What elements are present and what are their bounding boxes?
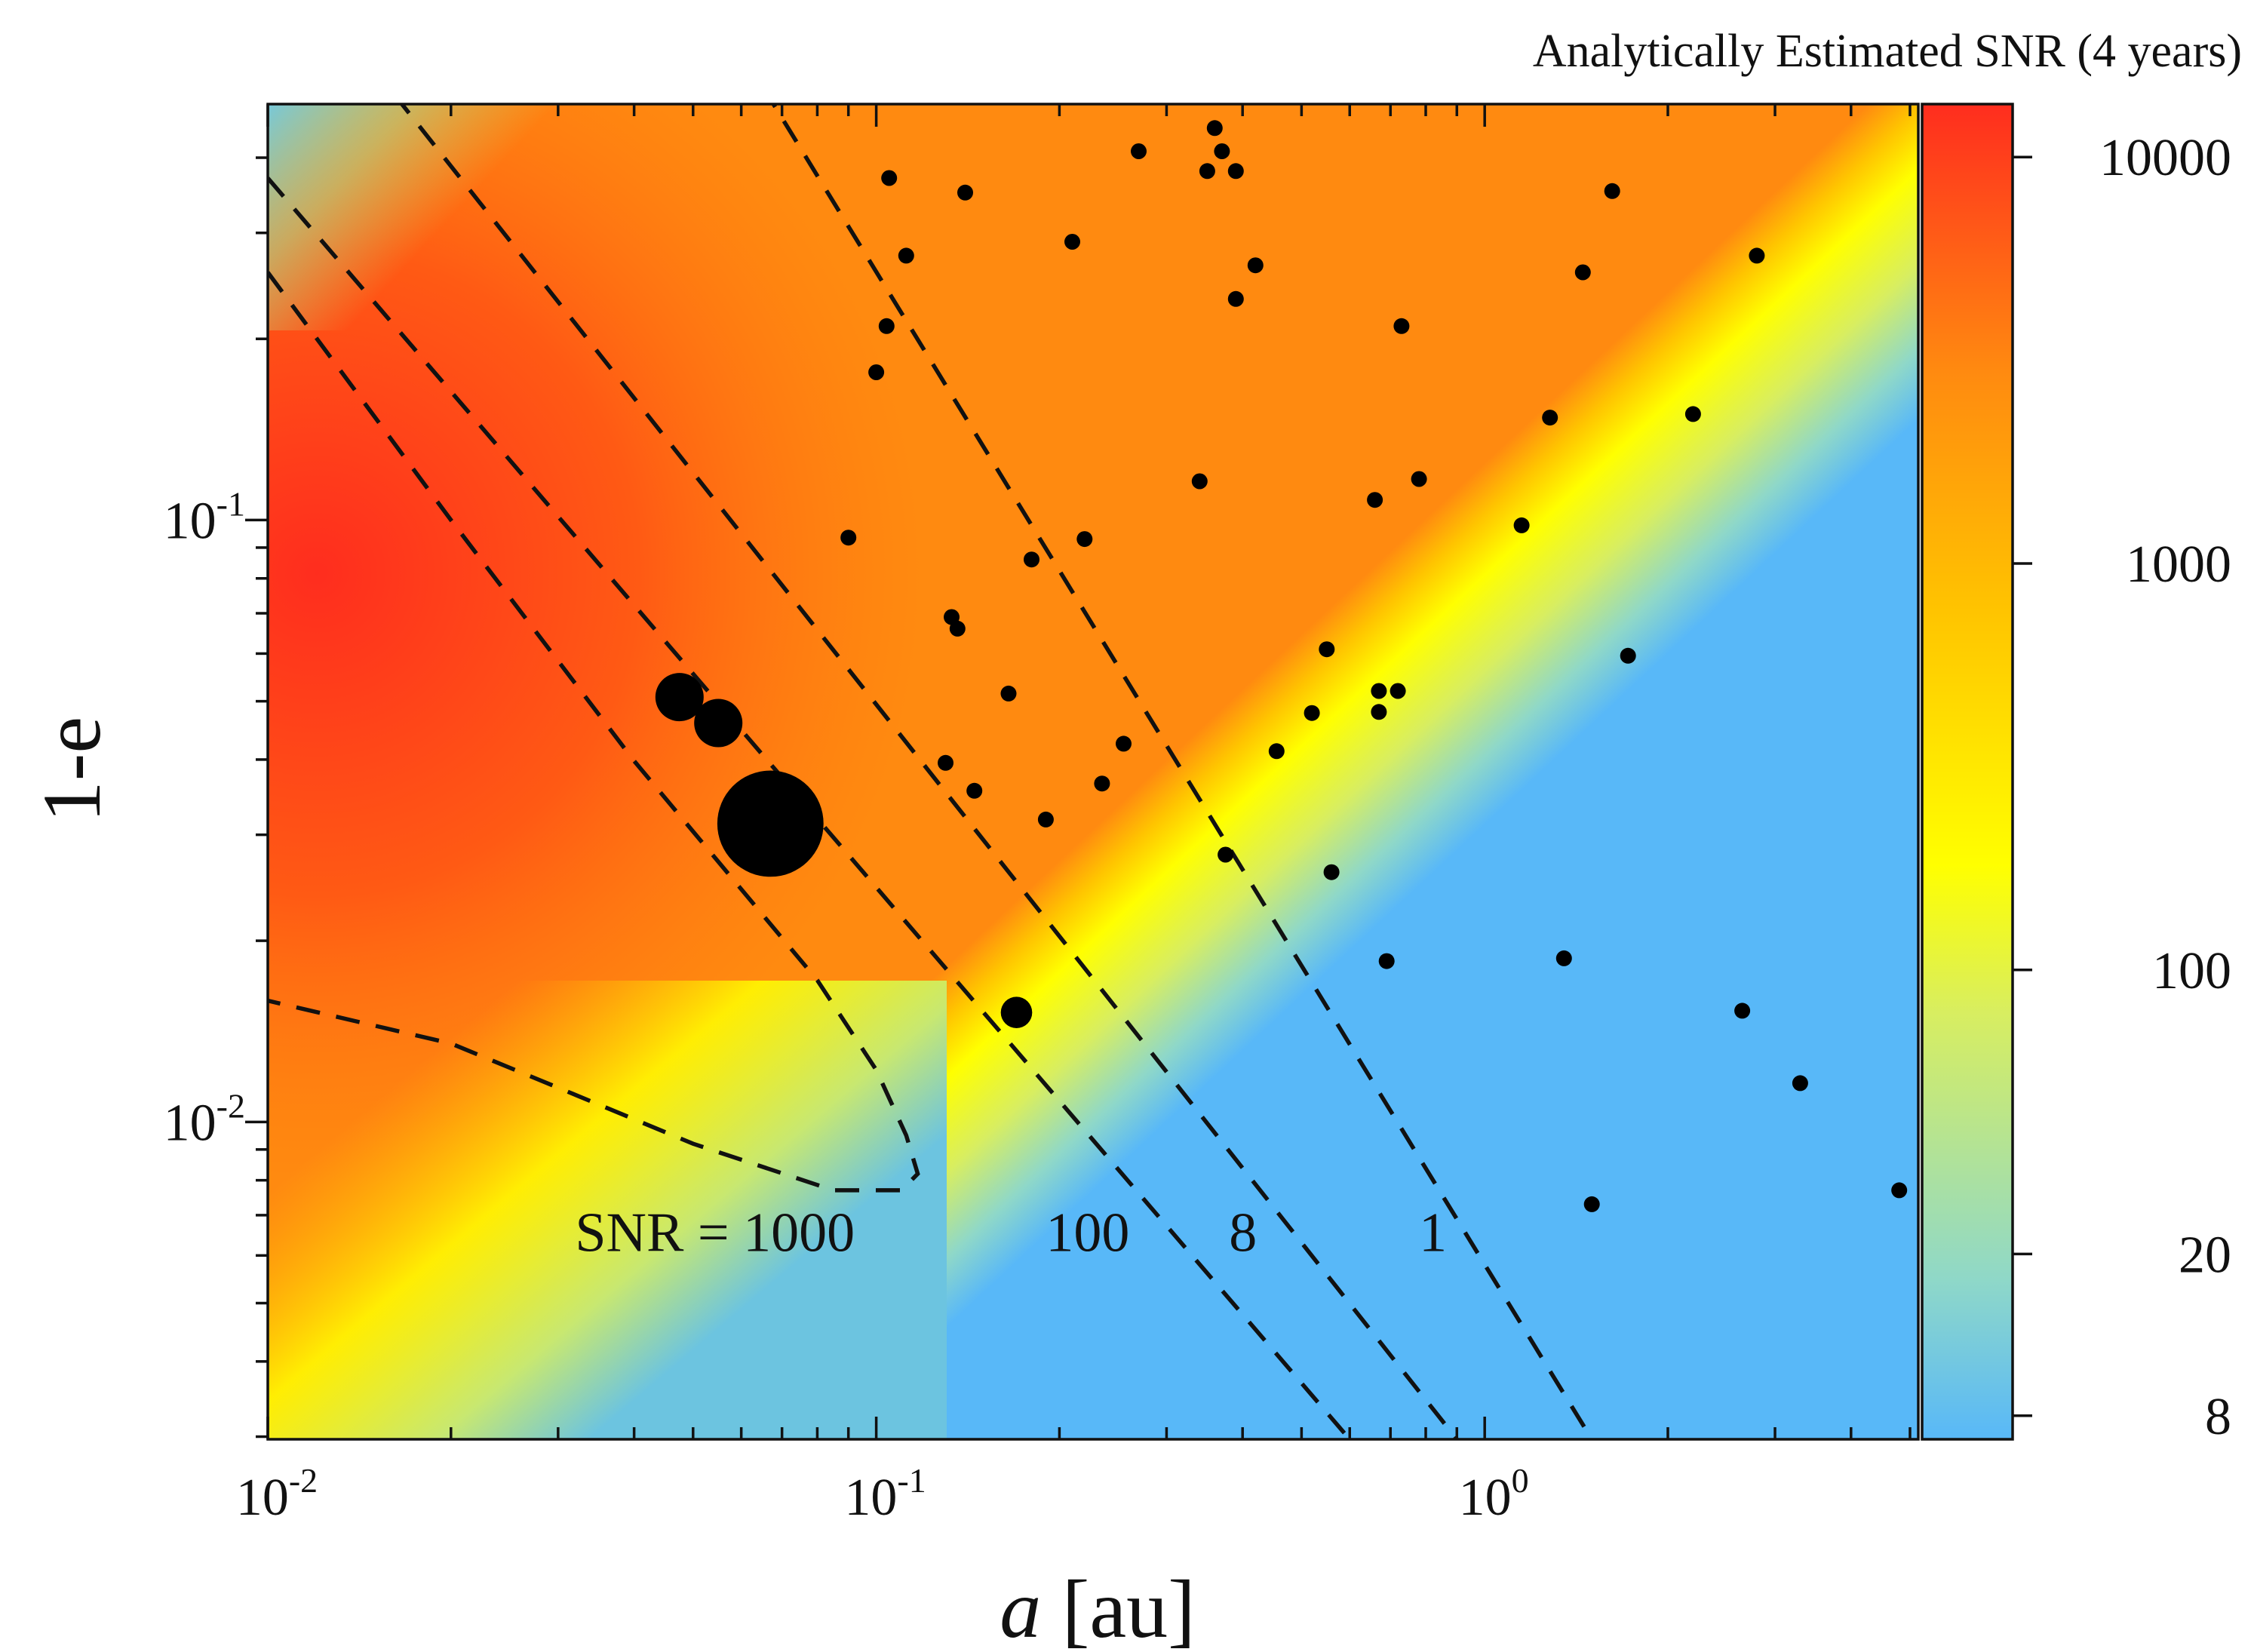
colorbar-tick-label: 8 bbox=[2205, 1388, 2231, 1446]
planet-point bbox=[1000, 685, 1017, 702]
contour-label-100: 100 bbox=[1046, 1202, 1129, 1264]
colorbar-ticks: 8 20 100 1000 10000 bbox=[2013, 129, 2231, 1446]
planet-point bbox=[1574, 264, 1591, 281]
planet-point bbox=[966, 782, 983, 799]
y-tick-labels: 10-2 10-1 bbox=[164, 484, 245, 1152]
x-tick-labels: 10-2 10-1 100 bbox=[236, 1461, 1529, 1527]
planet-point bbox=[1199, 163, 1215, 180]
planet-point bbox=[1542, 410, 1558, 426]
planet-point bbox=[1319, 641, 1335, 658]
planet-point bbox=[1390, 683, 1406, 699]
planet-point bbox=[898, 247, 914, 264]
colorbar-tick-label: 10000 bbox=[2099, 129, 2231, 187]
contour-snr-1 bbox=[771, 104, 1594, 1439]
contour-label-8: 8 bbox=[1229, 1202, 1257, 1264]
planet-point bbox=[1393, 318, 1410, 334]
planet-point bbox=[1191, 473, 1208, 490]
planet-point bbox=[1749, 247, 1765, 264]
planet-point bbox=[1116, 735, 1132, 752]
contour-label-1000: SNR = 1000 bbox=[575, 1202, 855, 1264]
planet-point bbox=[1131, 143, 1147, 159]
planet-point bbox=[868, 364, 885, 380]
y-axis-title: 1-e bbox=[26, 717, 118, 822]
x-tick-label: 100 bbox=[1459, 1461, 1529, 1527]
contour-snr-8 bbox=[399, 104, 1459, 1439]
planet-point bbox=[1555, 950, 1572, 966]
colorbar-tick-label: 20 bbox=[2179, 1226, 2231, 1284]
plot-frame bbox=[266, 103, 1920, 1441]
snr-heatmap bbox=[268, 104, 1918, 1439]
planet-point-large bbox=[1000, 996, 1033, 1028]
planet-point bbox=[1371, 683, 1387, 699]
colorbar-title: Analytically Estimated SNR (4 years) bbox=[1533, 26, 2242, 77]
planet-point bbox=[1371, 704, 1387, 720]
planet-point bbox=[840, 530, 857, 546]
planet-point bbox=[1218, 846, 1234, 863]
planet-point bbox=[1583, 1196, 1600, 1212]
planet-point-large bbox=[655, 673, 704, 722]
planet-point bbox=[1094, 775, 1110, 792]
planet-point bbox=[1604, 183, 1620, 199]
planet-point bbox=[1792, 1075, 1808, 1092]
planet-point bbox=[1620, 647, 1636, 664]
planet-point bbox=[1247, 257, 1264, 274]
planet-point bbox=[1064, 234, 1080, 250]
planet-point bbox=[1227, 290, 1244, 307]
planet-point bbox=[881, 170, 898, 186]
colorbar-tick-label: 1000 bbox=[2126, 536, 2231, 594]
planet-point-large bbox=[694, 699, 743, 748]
planet-point bbox=[938, 754, 953, 771]
planet-point bbox=[1411, 471, 1427, 487]
contour-labels: SNR = 1000 100 8 1 bbox=[575, 1202, 1447, 1264]
y-tick-label: 10-2 bbox=[164, 1086, 245, 1152]
planet-point bbox=[1891, 1182, 1908, 1199]
colorbar bbox=[1921, 103, 2014, 1441]
axis-ticks bbox=[245, 104, 1912, 1439]
planet-point bbox=[1323, 864, 1340, 880]
planet-point bbox=[1367, 492, 1383, 508]
contour-label-1: 1 bbox=[1419, 1202, 1447, 1264]
exoplanet-points bbox=[655, 120, 1908, 1212]
planet-point bbox=[1268, 743, 1285, 760]
planet-point bbox=[1513, 517, 1530, 533]
planet-point bbox=[1076, 531, 1093, 548]
y-tick-label: 10-1 bbox=[164, 484, 245, 550]
planet-point bbox=[1378, 953, 1395, 969]
contour-snr-1000 bbox=[268, 271, 920, 1193]
planet-point bbox=[878, 318, 895, 334]
planet-point bbox=[1024, 551, 1039, 568]
x-axis-title: a [au] bbox=[1000, 1563, 1196, 1652]
planet-point bbox=[949, 620, 966, 637]
x-tick-label: 10-1 bbox=[844, 1461, 926, 1527]
planet-point bbox=[1734, 1003, 1751, 1019]
planet-point-large bbox=[717, 770, 824, 877]
planet-point bbox=[1214, 143, 1230, 159]
colorbar-tick-label: 100 bbox=[2152, 942, 2231, 1000]
planet-point bbox=[1684, 406, 1701, 422]
planet-point bbox=[1304, 705, 1320, 721]
x-tick-label: 10-2 bbox=[236, 1461, 318, 1527]
planet-point bbox=[1206, 120, 1223, 137]
planet-point bbox=[957, 184, 973, 201]
planet-point bbox=[1227, 163, 1244, 180]
planet-point bbox=[1037, 811, 1054, 828]
